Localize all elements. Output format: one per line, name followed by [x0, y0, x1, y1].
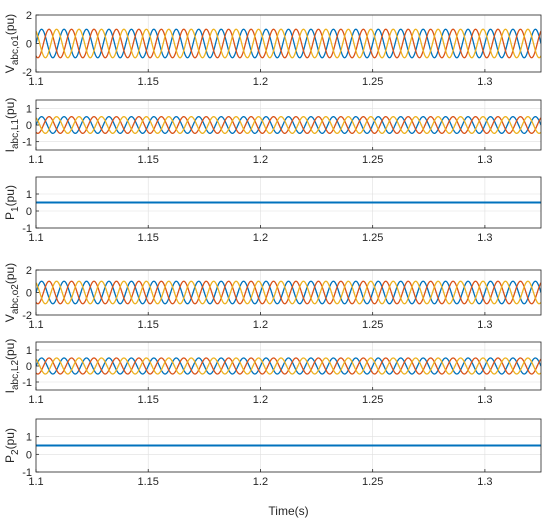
x-tick-label: 1.1	[28, 76, 43, 88]
x-tick-label: 1.25	[362, 232, 383, 244]
x-tick-label: 1.2	[253, 476, 268, 488]
y-axis-label-base: I	[3, 390, 17, 393]
x-tick-label: 1.3	[477, 76, 492, 88]
y-axis-label: Iabc,L1(pu)	[3, 98, 21, 153]
x-tick-label: 1.25	[362, 394, 383, 406]
x-tick-label: 1.2	[253, 319, 268, 331]
series-line-vabc-o1-phase-1	[36, 28, 541, 59]
x-tick-label: 1.3	[477, 476, 492, 488]
y-axis-label-subscript: abc,o1	[10, 35, 21, 65]
y-axis-label-unit: (pu)	[3, 185, 17, 206]
subplot-vabc-o1: 1.1 1.15 1.2 1.25 1.3 -2 0 2 Vabc,o1(pu)	[3, 10, 542, 88]
x-tick-label: 1.2	[253, 394, 268, 406]
y-tick-label: 1	[26, 432, 32, 444]
x-tick-label: 1.1	[28, 476, 43, 488]
series-line-vabc-o2-phase-3	[36, 280, 541, 305]
y-axis-label-subscript: abc,o2	[10, 284, 21, 314]
x-tick-label: 1.15	[138, 476, 159, 488]
axes-box	[35, 176, 542, 229]
x-tick-label: 1.3	[477, 319, 492, 331]
y-tick-label: -1	[22, 467, 32, 479]
y-axis-label: Iabc,L2(pu)	[3, 339, 21, 394]
x-tick-label: 1.15	[138, 394, 159, 406]
y-tick-label: 1	[26, 345, 32, 357]
y-axis-label-subscript: 1	[10, 206, 21, 212]
series-line-vabc-o2-phase-1	[36, 280, 541, 305]
y-axis-label-base: P	[3, 212, 17, 220]
subplot-vabc-o2: 1.1 1.15 1.2 1.25 1.3 -2 0 2 Vabc,o2(pu)	[3, 263, 542, 331]
x-tick-label: 1.15	[138, 319, 159, 331]
x-tick-label: 1.25	[362, 476, 383, 488]
y-axis-label-base: V	[3, 65, 17, 73]
y-axis-label-base: V	[3, 314, 17, 322]
series-line-iabc-l1-phase-3	[36, 116, 541, 134]
subplot-p2: 1.1 1.15 1.2 1.25 1.3 -1 0 1 P2(pu)	[3, 418, 542, 488]
series-group	[36, 280, 541, 305]
y-tick-label: -2	[22, 310, 32, 322]
y-tick-label: -1	[22, 377, 32, 389]
y-axis-label-unit: (pu)	[3, 14, 17, 35]
y-axis-label-subscript: abc,L2	[10, 360, 21, 390]
axes-box	[35, 418, 542, 473]
y-tick-label: 1	[26, 189, 32, 201]
x-tick-label: 1.15	[138, 76, 159, 88]
y-tick-label: -1	[22, 137, 32, 149]
x-tick-label: 1.25	[362, 319, 383, 331]
y-axis-label: Vabc,o1(pu)	[3, 14, 21, 73]
x-tick-label: 1.15	[138, 154, 159, 166]
y-tick-label: 0	[26, 449, 32, 461]
y-axis-label: P2(pu)	[3, 428, 21, 463]
y-axis-label-unit: (pu)	[3, 339, 17, 360]
x-tick-label: 1.1	[28, 394, 43, 406]
x-tick-label: 1.3	[477, 394, 492, 406]
x-tick-label: 1.3	[477, 232, 492, 244]
y-axis-label: Vabc,o2(pu)	[3, 263, 21, 322]
series-line-vabc-o1-phase-3	[36, 28, 541, 59]
y-axis-label-base: I	[3, 149, 17, 152]
series-line-iabc-l1-phase-1	[36, 116, 541, 134]
x-tick-label: 1.2	[253, 154, 268, 166]
y-tick-label: 0	[26, 288, 32, 300]
y-axis-label-unit: (pu)	[3, 98, 17, 119]
x-axis-label: Time(s)	[268, 504, 308, 518]
y-tick-label: 0	[26, 39, 32, 51]
x-tick-label: 1.1	[28, 319, 43, 331]
series-group	[36, 357, 541, 375]
subplot-iabc-l1: 1.1 1.15 1.2 1.25 1.3 -1 0 1 Iabc,L1(pu)	[3, 98, 542, 166]
series-group	[36, 28, 541, 59]
y-axis-label-base: P	[3, 455, 17, 463]
x-tick-label: 1.25	[362, 76, 383, 88]
series-line-iabc-l2-phase-3	[36, 357, 541, 375]
x-tick-label: 1.2	[253, 76, 268, 88]
y-tick-label: -2	[22, 67, 32, 79]
x-tick-label: 1.2	[253, 232, 268, 244]
y-axis-label-subscript: abc,L1	[10, 119, 21, 149]
x-tick-label: 1.25	[362, 154, 383, 166]
y-axis-label-subscript: 2	[10, 449, 21, 455]
x-tick-label: 1.15	[138, 232, 159, 244]
series-group	[36, 116, 541, 134]
x-tick-label: 1.1	[28, 154, 43, 166]
x-tick-label: 1.3	[477, 154, 492, 166]
y-tick-label: -1	[22, 223, 32, 235]
y-tick-label: 0	[26, 120, 32, 132]
y-tick-label: 0	[26, 361, 32, 373]
y-tick-label: 2	[26, 265, 32, 277]
x-tick-label: 1.1	[28, 232, 43, 244]
series-line-iabc-l2-phase-1	[36, 357, 541, 375]
y-tick-label: 1	[26, 103, 32, 115]
y-axis-label-unit: (pu)	[3, 263, 17, 284]
y-tick-label: 0	[26, 206, 32, 218]
y-tick-label: 2	[26, 10, 32, 22]
y-axis-label: P1(pu)	[3, 185, 21, 220]
subplot-iabc-l2: 1.1 1.15 1.2 1.25 1.3 -1 0 1 Iabc,L2(pu)	[3, 339, 542, 406]
y-axis-label-unit: (pu)	[3, 428, 17, 449]
